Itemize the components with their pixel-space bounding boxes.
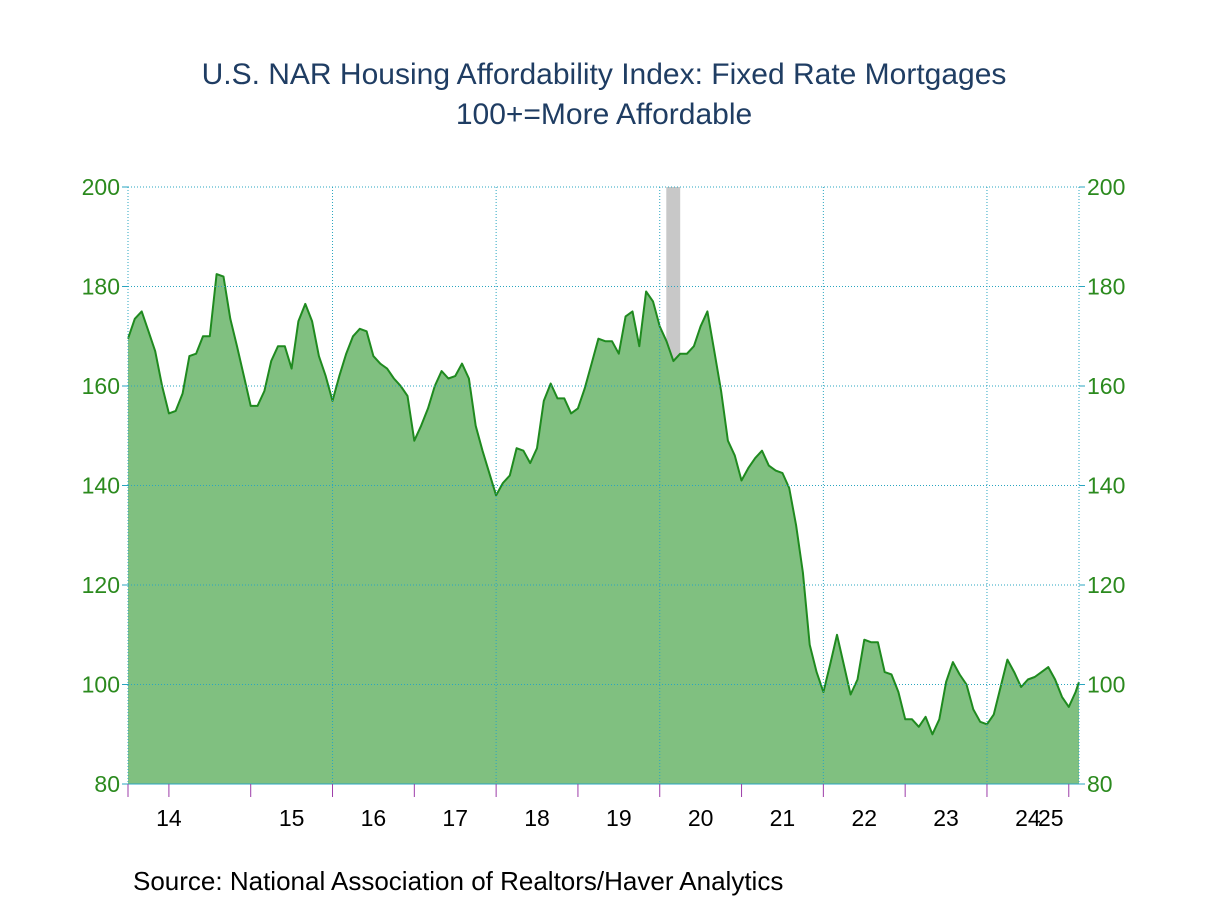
x-tick-label-20: 20	[688, 805, 714, 831]
y-tick-right-180: 180	[1087, 274, 1125, 300]
x-tick-label-17: 17	[442, 805, 468, 831]
y-tick-right-100: 100	[1087, 672, 1125, 698]
x-tick-label-23: 23	[933, 805, 959, 831]
x-tick-label-15: 15	[279, 805, 305, 831]
x-tick-label-24: 24	[1015, 805, 1041, 831]
y-tick-right-80: 80	[1087, 771, 1113, 797]
x-tick-label-14: 14	[156, 805, 182, 831]
x-tick-label-16: 16	[361, 805, 387, 831]
y-tick-right-160: 160	[1087, 373, 1125, 399]
y-tick-left-200: 200	[82, 174, 120, 200]
y-tick-right-140: 140	[1087, 473, 1125, 499]
y-tick-left-100: 100	[82, 672, 120, 698]
y-tick-left-180: 180	[82, 274, 120, 300]
y-tick-left-140: 140	[82, 473, 120, 499]
y-tick-left-160: 160	[82, 373, 120, 399]
y-tick-right-120: 120	[1087, 572, 1125, 598]
x-tick-label-18: 18	[524, 805, 550, 831]
y-tick-right-200: 200	[1087, 174, 1125, 200]
x-tick-label-22: 22	[851, 805, 877, 831]
series-line	[127, 273, 1080, 736]
chart-title: U.S. NAR Housing Affordability Index: Fi…	[201, 58, 1007, 91]
y-tick-left-80: 80	[94, 771, 120, 797]
series-area	[128, 274, 1079, 784]
x-tick-label-25: 25	[1038, 805, 1064, 831]
x-tick-label-19: 19	[606, 805, 632, 831]
source-note: Source: National Association of Realtors…	[133, 866, 784, 896]
x-tick-label-21: 21	[770, 805, 796, 831]
chart-subtitle: 100+=More Affordable	[455, 98, 753, 131]
y-tick-left-120: 120	[82, 572, 120, 598]
